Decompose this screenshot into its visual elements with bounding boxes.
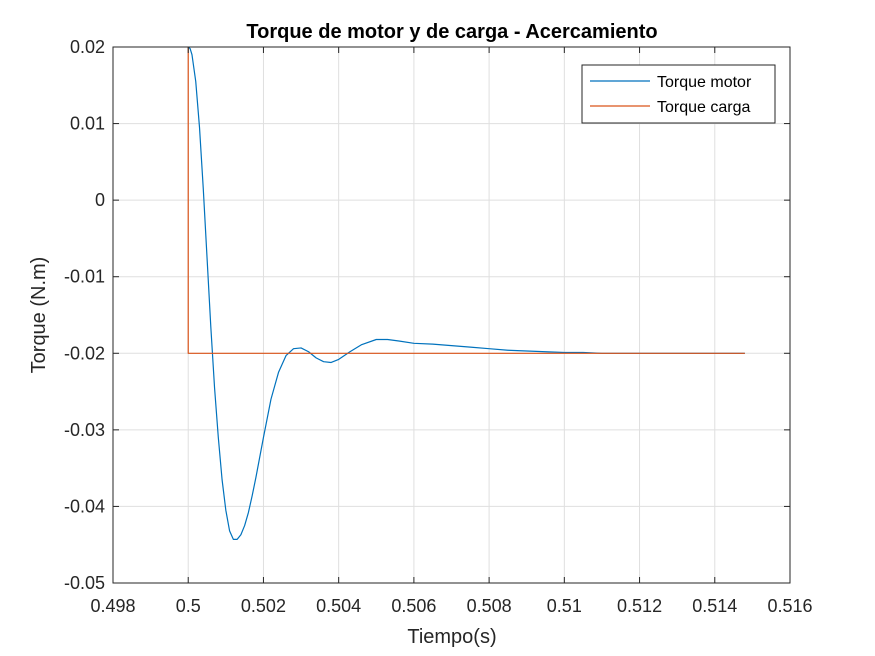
x-tick-label: 0.502 xyxy=(241,596,286,616)
series-line-torque-carga xyxy=(187,47,745,354)
x-tick-label: 0.498 xyxy=(90,596,135,616)
y-tick-label: 0.01 xyxy=(70,114,105,134)
x-tick-label: 0.5 xyxy=(176,596,201,616)
x-tick-label: 0.516 xyxy=(767,596,812,616)
y-tick-label: 0 xyxy=(95,190,105,210)
x-tick-label: 0.51 xyxy=(547,596,582,616)
series-line-torque-motor xyxy=(187,46,745,540)
y-tick-label: -0.02 xyxy=(64,343,105,363)
chart-title: Torque de motor y de carga - Acercamient… xyxy=(246,21,657,43)
legend-box xyxy=(581,64,776,124)
x-tick-label: 0.512 xyxy=(617,596,662,616)
legend-label-torque-carga: Torque carga xyxy=(657,99,750,116)
x-tick-label: 0.506 xyxy=(391,596,436,616)
x-tick-label: 0.508 xyxy=(467,596,512,616)
y-tick-label: -0.01 xyxy=(64,267,105,287)
x-tick-label: 0.514 xyxy=(692,596,737,616)
plot-area-background xyxy=(113,47,790,583)
y-tick-label: 0.02 xyxy=(70,37,105,57)
legend-label-torque-motor: Torque motor xyxy=(657,74,752,91)
x-tick-label: 0.504 xyxy=(316,596,361,616)
y-axis-label: Torque (N.m) xyxy=(28,257,50,374)
legend: Torque motor Torque carga xyxy=(581,64,776,124)
y-tick-label: -0.04 xyxy=(64,496,105,516)
tick-labels: 0.498 0.5 0.502 0.504 0.506 0.508 0.51 0.512 0.5… xyxy=(64,37,813,616)
series-layer xyxy=(187,46,745,540)
axes-box xyxy=(112,46,791,584)
x-axis-label: Tiempo(s) xyxy=(407,626,496,648)
y-tick-label: -0.03 xyxy=(64,420,105,440)
ticks xyxy=(112,46,791,584)
y-tick-label: -0.05 xyxy=(64,573,105,593)
